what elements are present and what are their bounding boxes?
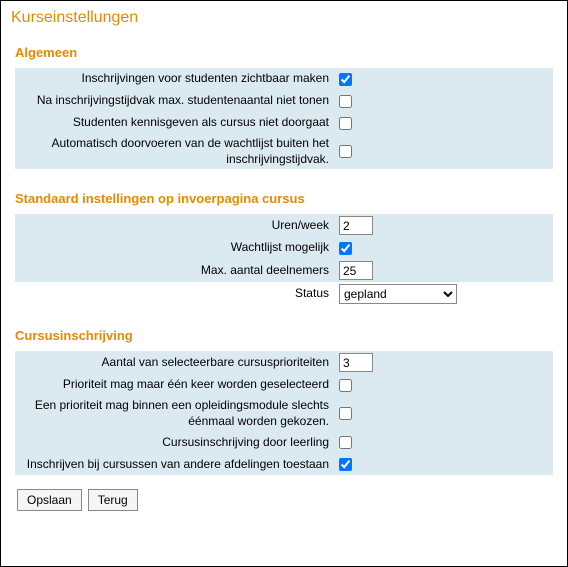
checkbox-waitlist[interactable] — [339, 242, 352, 255]
label-priorities: Aantal van selecteerbare cursusprioritei… — [15, 355, 337, 371]
label-priority-module-once: Een prioriteit mag binnen een opleidings… — [15, 398, 337, 429]
row-hours-week: Uren/week — [15, 214, 553, 237]
checkbox-other-depts[interactable] — [339, 458, 352, 471]
input-priorities[interactable] — [339, 353, 373, 372]
label-status: Status — [15, 286, 337, 302]
row-priority-once: Prioriteit mag maar één keer worden gese… — [15, 374, 553, 396]
section-title-enrollment: Cursusinschrijving — [15, 328, 553, 343]
label-hide-max: Na inschrijvingstijdvak max. studentenaa… — [15, 93, 337, 109]
section-title-defaults: Standaard instellingen op invoerpagina c… — [15, 191, 553, 206]
button-bar: Opslaan Terug — [15, 489, 553, 511]
row-hide-max: Na inschrijvingstijdvak max. studentenaa… — [15, 90, 553, 112]
checkbox-priority-once[interactable] — [339, 379, 352, 392]
row-by-student: Cursusinschrijving door leerling — [15, 431, 553, 453]
back-button[interactable]: Terug — [88, 489, 138, 511]
page-title: Kurseinstellungen — [11, 9, 557, 27]
label-notify-cancel: Studenten kennisgeven als cursus niet do… — [15, 115, 337, 131]
row-other-depts: Inschrijven bij cursussen van andere afd… — [15, 453, 553, 475]
label-visible-enrollments: Inschrijvingen voor studenten zichtbaar … — [15, 71, 337, 87]
label-auto-waitlist: Automatisch doorvoeren van de wachtlijst… — [15, 136, 337, 167]
checkbox-by-student[interactable] — [339, 436, 352, 449]
row-waitlist: Wachtlijst mogelijk — [15, 237, 553, 259]
label-priority-once: Prioriteit mag maar één keer worden gese… — [15, 377, 337, 393]
checkbox-auto-waitlist[interactable] — [339, 145, 352, 158]
row-max-participants: Max. aantal deelnemers — [15, 259, 553, 282]
checkbox-hide-max[interactable] — [339, 95, 352, 108]
checkbox-priority-module-once[interactable] — [339, 407, 352, 420]
label-other-depts: Inschrijven bij cursussen van andere afd… — [15, 457, 337, 473]
form-content: Algemeen Inschrijvingen voor studenten z… — [11, 45, 557, 511]
input-hours-week[interactable] — [339, 216, 373, 235]
row-auto-waitlist: Automatisch doorvoeren van de wachtlijst… — [15, 134, 553, 169]
label-waitlist: Wachtlijst mogelijk — [15, 240, 337, 256]
label-max-participants: Max. aantal deelnemers — [15, 263, 337, 279]
row-notify-cancel: Studenten kennisgeven als cursus niet do… — [15, 112, 553, 134]
label-by-student: Cursusinschrijving door leerling — [15, 435, 337, 451]
save-button[interactable]: Opslaan — [17, 489, 82, 511]
row-priorities: Aantal van selecteerbare cursusprioritei… — [15, 351, 553, 374]
input-max-participants[interactable] — [339, 261, 373, 280]
row-priority-module-once: Een prioriteit mag binnen een opleidings… — [15, 396, 553, 431]
checkbox-notify-cancel[interactable] — [339, 117, 352, 130]
select-status[interactable]: gepland — [339, 284, 457, 304]
row-visible-enrollments: Inschrijvingen voor studenten zichtbaar … — [15, 68, 553, 90]
section-title-general: Algemeen — [15, 45, 553, 60]
row-status: Status gepland — [15, 282, 553, 306]
checkbox-visible-enrollments[interactable] — [339, 73, 352, 86]
label-hours-week: Uren/week — [15, 218, 337, 234]
